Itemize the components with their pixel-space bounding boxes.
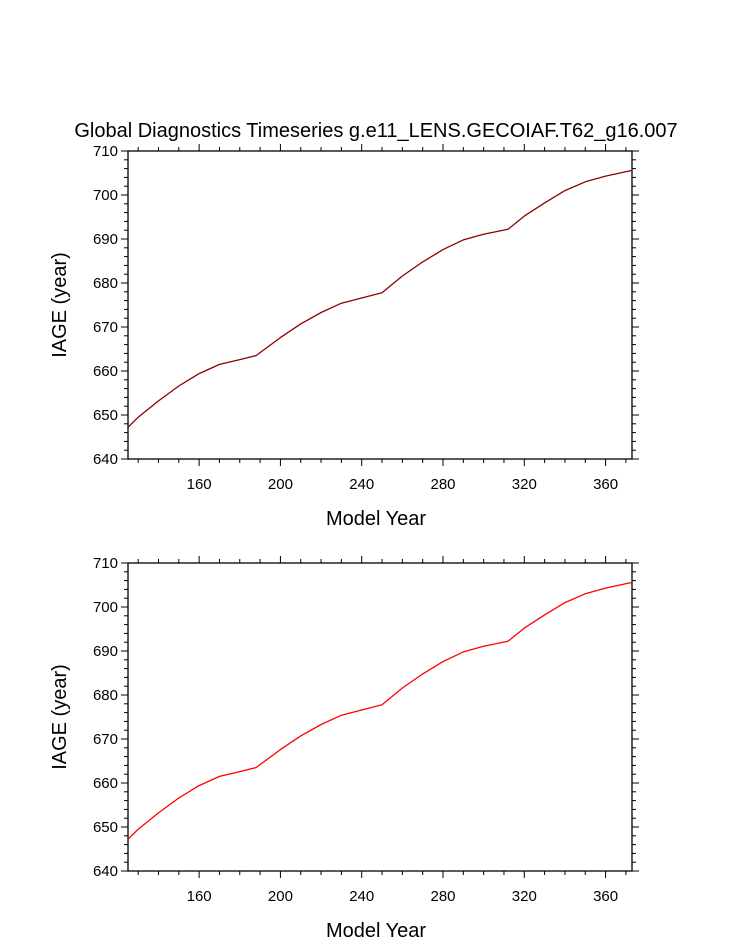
y-tick-label: 660 [93,775,118,792]
y-tick-label: 690 [93,231,118,248]
x-tick-label: 160 [187,888,212,905]
x-tick-label: 240 [349,476,374,493]
y-tick-label: 710 [93,143,118,160]
x-axis-label: Model Year [326,508,426,530]
y-tick-label: 660 [93,363,118,380]
series-line [127,581,633,840]
y-tick-label: 700 [93,187,118,204]
y-axis-label: IAGE (year) [49,664,71,770]
bottom-panel: 160 200 240 280 320 360 640 650 660 670 680 690 700 7… [49,555,639,942]
x-tick-label: 360 [593,476,618,493]
y-tick-label: 700 [93,599,118,616]
chart-title: Global Diagnostics Timeseries g.e11_LENS… [74,120,677,142]
y-tick-label: 690 [93,643,118,660]
x-tick-label: 200 [268,476,293,493]
y-tick-label: 640 [93,863,118,880]
y-axis-label: IAGE (year) [49,252,71,358]
plot-frame [127,562,633,872]
y-tick-label: 710 [93,555,118,572]
y-tick-label: 680 [93,275,118,292]
x-tick-label: 240 [349,888,374,905]
x-tick-label: 280 [430,476,455,493]
y-tick-label: 650 [93,819,118,836]
y-tick-label: 650 [93,407,118,424]
x-tick-label: 320 [512,476,537,493]
y-tick-label: 670 [93,731,118,748]
plot-frame [127,150,633,460]
x-tick-label: 320 [512,888,537,905]
series-line [127,169,633,428]
x-tick-label: 160 [187,476,212,493]
y-tick-label: 670 [93,319,118,336]
x-tick-label: 200 [268,888,293,905]
x-tick-label: 360 [593,888,618,905]
y-tick-label: 640 [93,451,118,468]
y-tick-label: 680 [93,687,118,704]
x-tick-label: 280 [430,888,455,905]
x-axis-label: Model Year [326,920,426,942]
top-panel: 160 200 240 280 320 360 640 650 660 670 680 690 700 7… [49,143,639,530]
